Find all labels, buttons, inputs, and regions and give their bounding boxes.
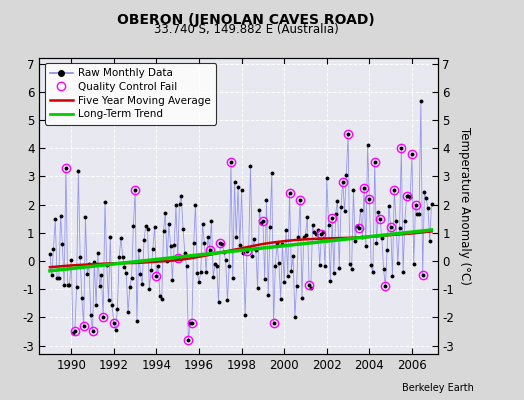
Text: Berkeley Earth: Berkeley Earth: [402, 383, 474, 393]
Y-axis label: Temperature Anomaly (°C): Temperature Anomaly (°C): [458, 127, 471, 285]
Text: 33.740 S, 149.882 E (Australia): 33.740 S, 149.882 E (Australia): [154, 23, 339, 36]
Text: OBERON (JENOLAN CAVES ROAD): OBERON (JENOLAN CAVES ROAD): [117, 13, 375, 27]
Legend: Raw Monthly Data, Quality Control Fail, Five Year Moving Average, Long-Term Tren: Raw Monthly Data, Quality Control Fail, …: [45, 63, 216, 124]
